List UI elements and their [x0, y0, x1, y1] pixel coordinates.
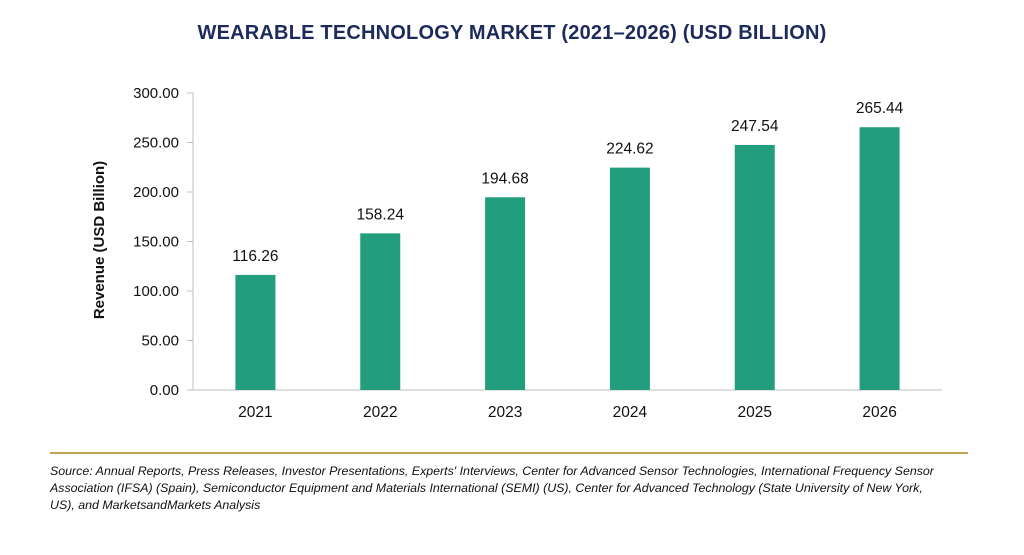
- y-tick-label: 150.00: [133, 234, 179, 251]
- bar-value-label: 194.68: [481, 170, 528, 187]
- y-axis-ticks: 0.00 50.00 100.00 150.00 200.00 250.00 300.00: [133, 85, 193, 399]
- bar-2021: [235, 274, 276, 390]
- y-axis-label: Revenue (USD Billion): [91, 161, 108, 319]
- y-tick-label: 50.00: [141, 333, 179, 350]
- y-tick-label: 100.00: [133, 283, 179, 300]
- y-tick-label: 200.00: [133, 184, 179, 201]
- bar-series: 116.26 158.24 194.68 224.62 247.54 265.44: [232, 100, 904, 390]
- bar-2022: [360, 233, 401, 390]
- bar-value-label: 247.54: [731, 118, 779, 135]
- y-tick-label: 250.00: [133, 135, 179, 152]
- source-note: Source: Annual Reports, Press Releases, …: [50, 464, 934, 512]
- x-tick-label: 2025: [738, 404, 772, 421]
- x-tick-label: 2023: [488, 404, 522, 421]
- bar-2024: [609, 167, 650, 390]
- bar-chart: 0.0050.00100.00150.00200.00250.00300.00 …: [91, 85, 942, 421]
- x-tick-label: 2022: [363, 404, 397, 421]
- bar-value-label: 224.62: [606, 141, 653, 158]
- x-tick-label: 2021: [238, 404, 272, 421]
- bar-value-label: 158.24: [357, 206, 405, 223]
- y-tick-label: 300.00: [133, 85, 179, 102]
- bar-2023: [485, 197, 526, 390]
- source-divider: [50, 452, 968, 454]
- bar-2025: [734, 144, 775, 390]
- bar-value-label: 265.44: [856, 100, 904, 117]
- x-tick-label: 2024: [613, 404, 648, 421]
- chart-axes: [192, 93, 942, 391]
- bar-2026: [859, 127, 900, 390]
- y-tick-label: 0.00: [150, 382, 179, 399]
- x-axis-ticks: 2021 2022 2023 2024 2025 2026: [238, 404, 897, 421]
- bar-value-label: 116.26: [232, 248, 278, 265]
- x-tick-label: 2026: [862, 404, 896, 421]
- chart-title: WEARABLE TECHNOLOGY MARKET (2021–2026) (…: [197, 22, 827, 44]
